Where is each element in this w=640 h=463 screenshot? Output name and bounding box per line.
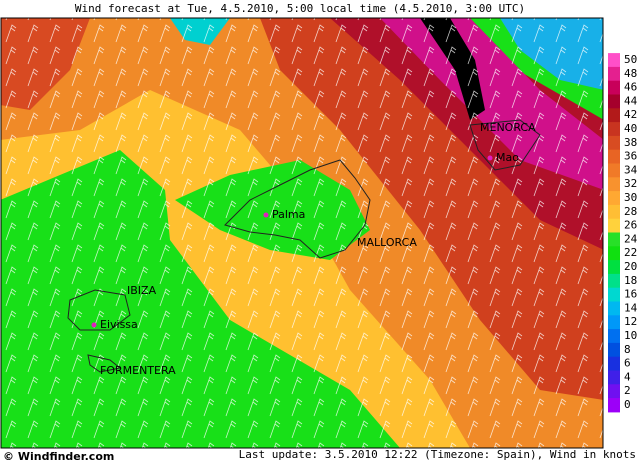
legend-label: 10 [624,329,637,342]
legend-swatch [608,329,620,344]
legend-swatch [608,384,620,399]
place-label: MALLORCA [357,236,417,249]
legend-swatch [608,108,620,123]
legend-swatch [608,53,620,68]
place-label: Mao [496,151,519,164]
legend-swatch [608,94,620,109]
legend-swatch [608,287,620,302]
title: Wind forecast at Tue, 4.5.2010, 5:00 loc… [75,2,525,15]
legend-label: 40 [624,122,637,135]
legend-swatch [608,370,620,385]
legend-swatch [608,149,620,164]
legend-label: 18 [624,274,637,287]
legend-label: 34 [624,163,638,176]
legend-swatch [608,177,620,192]
legend-swatch [608,135,620,151]
legend-label: 12 [624,315,637,328]
wind-field [1,18,603,448]
copyright: © Windfinder.com [3,450,114,463]
legend-label: 16 [624,288,637,301]
legend-swatch [608,122,620,137]
legend-label: 42 [624,108,637,121]
legend-label: 8 [624,343,631,356]
legend-swatch [608,232,620,247]
legend-swatch [608,163,620,178]
place-label: Eivissa [100,318,138,331]
legend-swatch [608,315,620,330]
legend-swatch [608,273,620,289]
legend-swatch [608,301,620,316]
legend-swatch [608,356,620,371]
legend-label: 14 [624,301,638,314]
legend-swatch [608,66,620,82]
legend-label: 20 [624,260,637,273]
update-info: Last update: 3.5.2010 12:22 (Timezone: S… [239,448,636,461]
legend-label: 28 [624,205,637,218]
legend-label: 6 [624,357,631,370]
place-label: MENORCA [480,121,536,134]
legend-swatch [608,80,620,95]
legend-label: 2 [624,384,631,397]
legend-label: 22 [624,246,637,259]
legend-swatch [608,342,620,358]
legend-label: 48 [624,67,637,80]
legend-swatch [608,398,620,413]
legend-swatch [608,191,620,206]
legend-swatch [608,204,620,220]
legend-label: 30 [624,191,637,204]
map-frame [0,17,604,449]
legend-label: 36 [624,150,637,163]
place-label: Palma [272,208,305,221]
place-label: FORMENTERA [100,364,176,377]
place-label: IBIZA [127,284,157,297]
legend-label: 50 [624,53,637,66]
legend-label: 44 [624,94,638,107]
legend-swatch [608,260,620,275]
legend-label: 46 [624,81,637,94]
legend-label: 32 [624,177,637,190]
legend-label: 4 [624,370,631,383]
legend-label: 26 [624,219,637,232]
legend-swatch [608,246,620,261]
legend-label: 0 [624,398,631,411]
legend-label: 24 [624,232,638,245]
legend-label: 38 [624,136,637,149]
legend-swatch [608,218,620,233]
